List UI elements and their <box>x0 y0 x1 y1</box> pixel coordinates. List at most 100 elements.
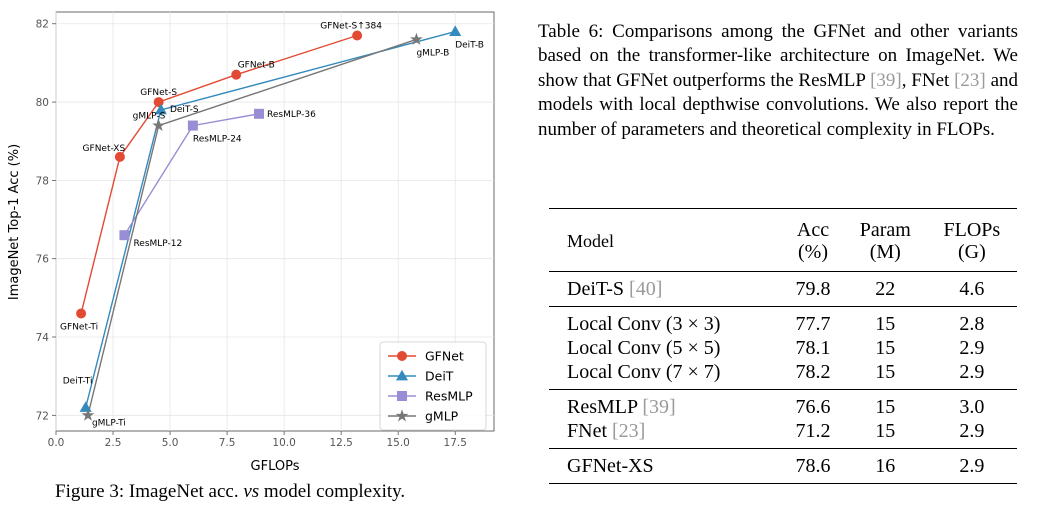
gmlp-point <box>410 32 423 45</box>
cell-param: 15 <box>843 306 927 336</box>
point-label: ResMLP-12 <box>133 239 182 249</box>
series-markers <box>76 25 462 421</box>
cell-param: 22 <box>843 271 927 307</box>
point-label: gMLP-S <box>133 112 166 122</box>
cell-flops: 2.9 <box>926 448 1017 484</box>
cell-flops: 2.9 <box>959 337 985 359</box>
cell-model: DeiT-S [40] <box>549 271 783 307</box>
x-tick-label: 2.5 <box>105 437 122 449</box>
legend-marker <box>395 369 409 381</box>
cell-flops: 2.8 <box>926 306 1017 336</box>
legend-marker <box>397 351 407 361</box>
cell-param: 15 <box>875 337 896 359</box>
resmlp-point <box>187 120 198 131</box>
point-label: GFNet-Ti <box>60 323 98 333</box>
y-tick-label: 82 <box>36 19 49 31</box>
table-header-row: Model Acc (%) Param (M) FLOPs (G) <box>549 209 1017 272</box>
cell-acc: 79.8 <box>782 271 844 307</box>
y-tick-label: 72 <box>36 410 49 422</box>
cell-param: 15 <box>875 361 896 383</box>
table-row: Local Conv (7 × 7) 78.2 15 2.9 <box>549 360 1017 390</box>
cell-acc: 76.6 <box>782 389 844 419</box>
cell-acc: 78.6 <box>782 448 844 484</box>
header-acc: Acc (%) <box>796 219 830 263</box>
point-label: gMLP-Ti <box>92 418 126 428</box>
header-model: Model <box>567 231 614 251</box>
cell-acc: 71.2 <box>795 420 831 442</box>
point-label: DeiT-B <box>455 41 484 51</box>
deit-point <box>154 103 167 115</box>
comparison-table: Model Acc (%) Param (M) FLOPs (G) DeiT-S [4… <box>549 208 1017 484</box>
point-label: GFNet-XS <box>83 144 126 154</box>
header-param: Param (M) <box>859 219 911 263</box>
x-tick-label: 7.5 <box>219 437 236 449</box>
table-row: Local Conv (5 × 5) 78.1 15 2.9 <box>549 336 1017 360</box>
table-row: GFNet-XS 78.6 16 2.9 <box>549 448 1017 484</box>
cell-acc: 78.2 <box>795 361 831 383</box>
cell-flops: 4.6 <box>926 271 1017 307</box>
cell-model: GFNet-XS <box>549 448 783 484</box>
figure-caption: Figure 3: ImageNet acc. vs model complex… <box>55 481 406 502</box>
x-tick-label: 0.0 <box>48 437 65 449</box>
y-axis-label: ImageNet Top-1 Acc (%) <box>7 144 22 300</box>
x-tick-label: 15.0 <box>386 437 409 449</box>
cell-model: Local Conv (5 × 5) <box>567 337 721 359</box>
chart-legend: GFNet DeiT ResMLP gMLP <box>379 341 487 431</box>
accuracy-vs-flops-chart: 0.0 2.5 5.0 7.5 10.0 12.5 15.0 17.5 72 74 76 78 80 82… <box>7 11 495 474</box>
gfnet-point <box>231 69 242 80</box>
cell-model: ResMLP [39] <box>549 389 783 419</box>
deit-point <box>79 401 92 412</box>
cell-model: Local Conv (7 × 7) <box>567 361 721 383</box>
cell-model: Local Conv (3 × 3) <box>549 306 783 336</box>
citation-23[interactable]: [23] <box>954 69 986 91</box>
legend-label: gMLP <box>425 409 459 424</box>
header-flops: FLOPs (G) <box>943 219 1001 263</box>
point-labels: GFNet-Ti GFNet-XS GFNet-S GFNet-B GFNet-S↑38… <box>60 21 484 428</box>
y-tick-label: 78 <box>36 175 49 187</box>
cell-acc: 78.1 <box>795 337 831 359</box>
gmlp-point <box>152 118 166 132</box>
cell-param: 16 <box>843 448 927 484</box>
resmlp-point <box>119 230 130 241</box>
legend-marker <box>397 391 407 401</box>
x-tick-label: 10.0 <box>272 437 295 449</box>
point-label: DeiT-Ti <box>63 377 93 387</box>
gmlp-point <box>81 408 95 421</box>
legend-box <box>379 341 487 431</box>
table-row: Local Conv (3 × 3) 77.7 15 2.8 <box>549 306 1017 336</box>
point-label: GFNet-S <box>140 88 177 98</box>
table-row: FNet [23] 71.2 15 2.9 <box>549 419 1017 449</box>
cell-acc: 77.7 <box>782 306 844 336</box>
axis-ticks: 0.0 2.5 5.0 7.5 10.0 12.5 15.0 17.5 72 74 76 78 80 82 <box>36 19 467 449</box>
x-tick-label: 17.5 <box>444 437 467 449</box>
cell-param: 15 <box>843 389 927 419</box>
gfnet-point <box>76 308 87 319</box>
cell-flops: 2.9 <box>959 420 985 442</box>
y-tick-label: 80 <box>36 97 49 109</box>
cell-model: FNet [23] <box>567 420 646 442</box>
y-tick-label: 74 <box>36 332 50 344</box>
point-label: DeiT-S <box>170 105 199 115</box>
legend-label: GFNet <box>425 349 464 364</box>
deit-point <box>449 25 462 36</box>
cell-flops: 3.0 <box>926 389 1017 419</box>
gfnet-point <box>114 151 125 162</box>
gfnet-point <box>352 30 363 41</box>
table-row: DeiT-S [40] 79.8 22 4.6 <box>549 271 1017 307</box>
table-row: ResMLP [39] 76.6 15 3.0 <box>549 389 1017 419</box>
resmlp-point <box>254 108 265 119</box>
y-tick-label: 76 <box>36 254 50 266</box>
point-label: gMLP-B <box>416 48 449 58</box>
point-label: GFNet-B <box>238 61 275 71</box>
legend-label: ResMLP <box>425 389 473 404</box>
gfnet-point <box>153 97 164 108</box>
legend-marker <box>395 409 409 422</box>
point-label: ResMLP-24 <box>193 135 242 145</box>
cell-param: 15 <box>875 420 896 442</box>
cell-flops: 2.9 <box>959 361 985 383</box>
table-caption: Table 6: Comparisons among the GFNet and… <box>538 21 1019 140</box>
x-tick-label: 5.0 <box>162 437 179 449</box>
citation-39[interactable]: [39] <box>870 69 902 91</box>
point-label: ResMLP-36 <box>267 110 316 120</box>
x-axis-label: GFLOPs <box>251 459 300 474</box>
